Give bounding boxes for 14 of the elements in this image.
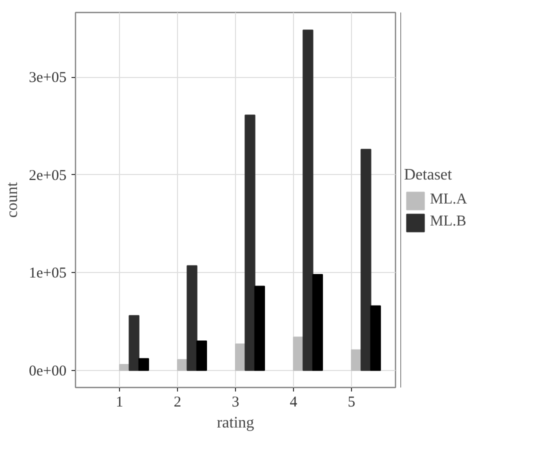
x-tick-label: 1 xyxy=(116,394,124,410)
x-axis-title: rating xyxy=(216,414,254,432)
y-tick-label: 1e+05 xyxy=(28,266,67,282)
x-tick-label: 2 xyxy=(174,394,182,410)
y-tick-label: 2e+05 xyxy=(28,168,67,184)
y-tick-label: 0e+00 xyxy=(28,363,67,380)
legend-title: Detaset xyxy=(404,166,453,184)
y-tick-label: 3e+05 xyxy=(28,70,67,86)
legend-label: ML.B xyxy=(430,214,466,230)
x-tick-label: 3 xyxy=(232,394,240,410)
y-axis-title: count xyxy=(4,182,21,218)
x-tick-label: 4 xyxy=(290,394,298,410)
x-tick-label: 5 xyxy=(348,394,356,410)
legend-label: ML.A xyxy=(430,192,468,208)
